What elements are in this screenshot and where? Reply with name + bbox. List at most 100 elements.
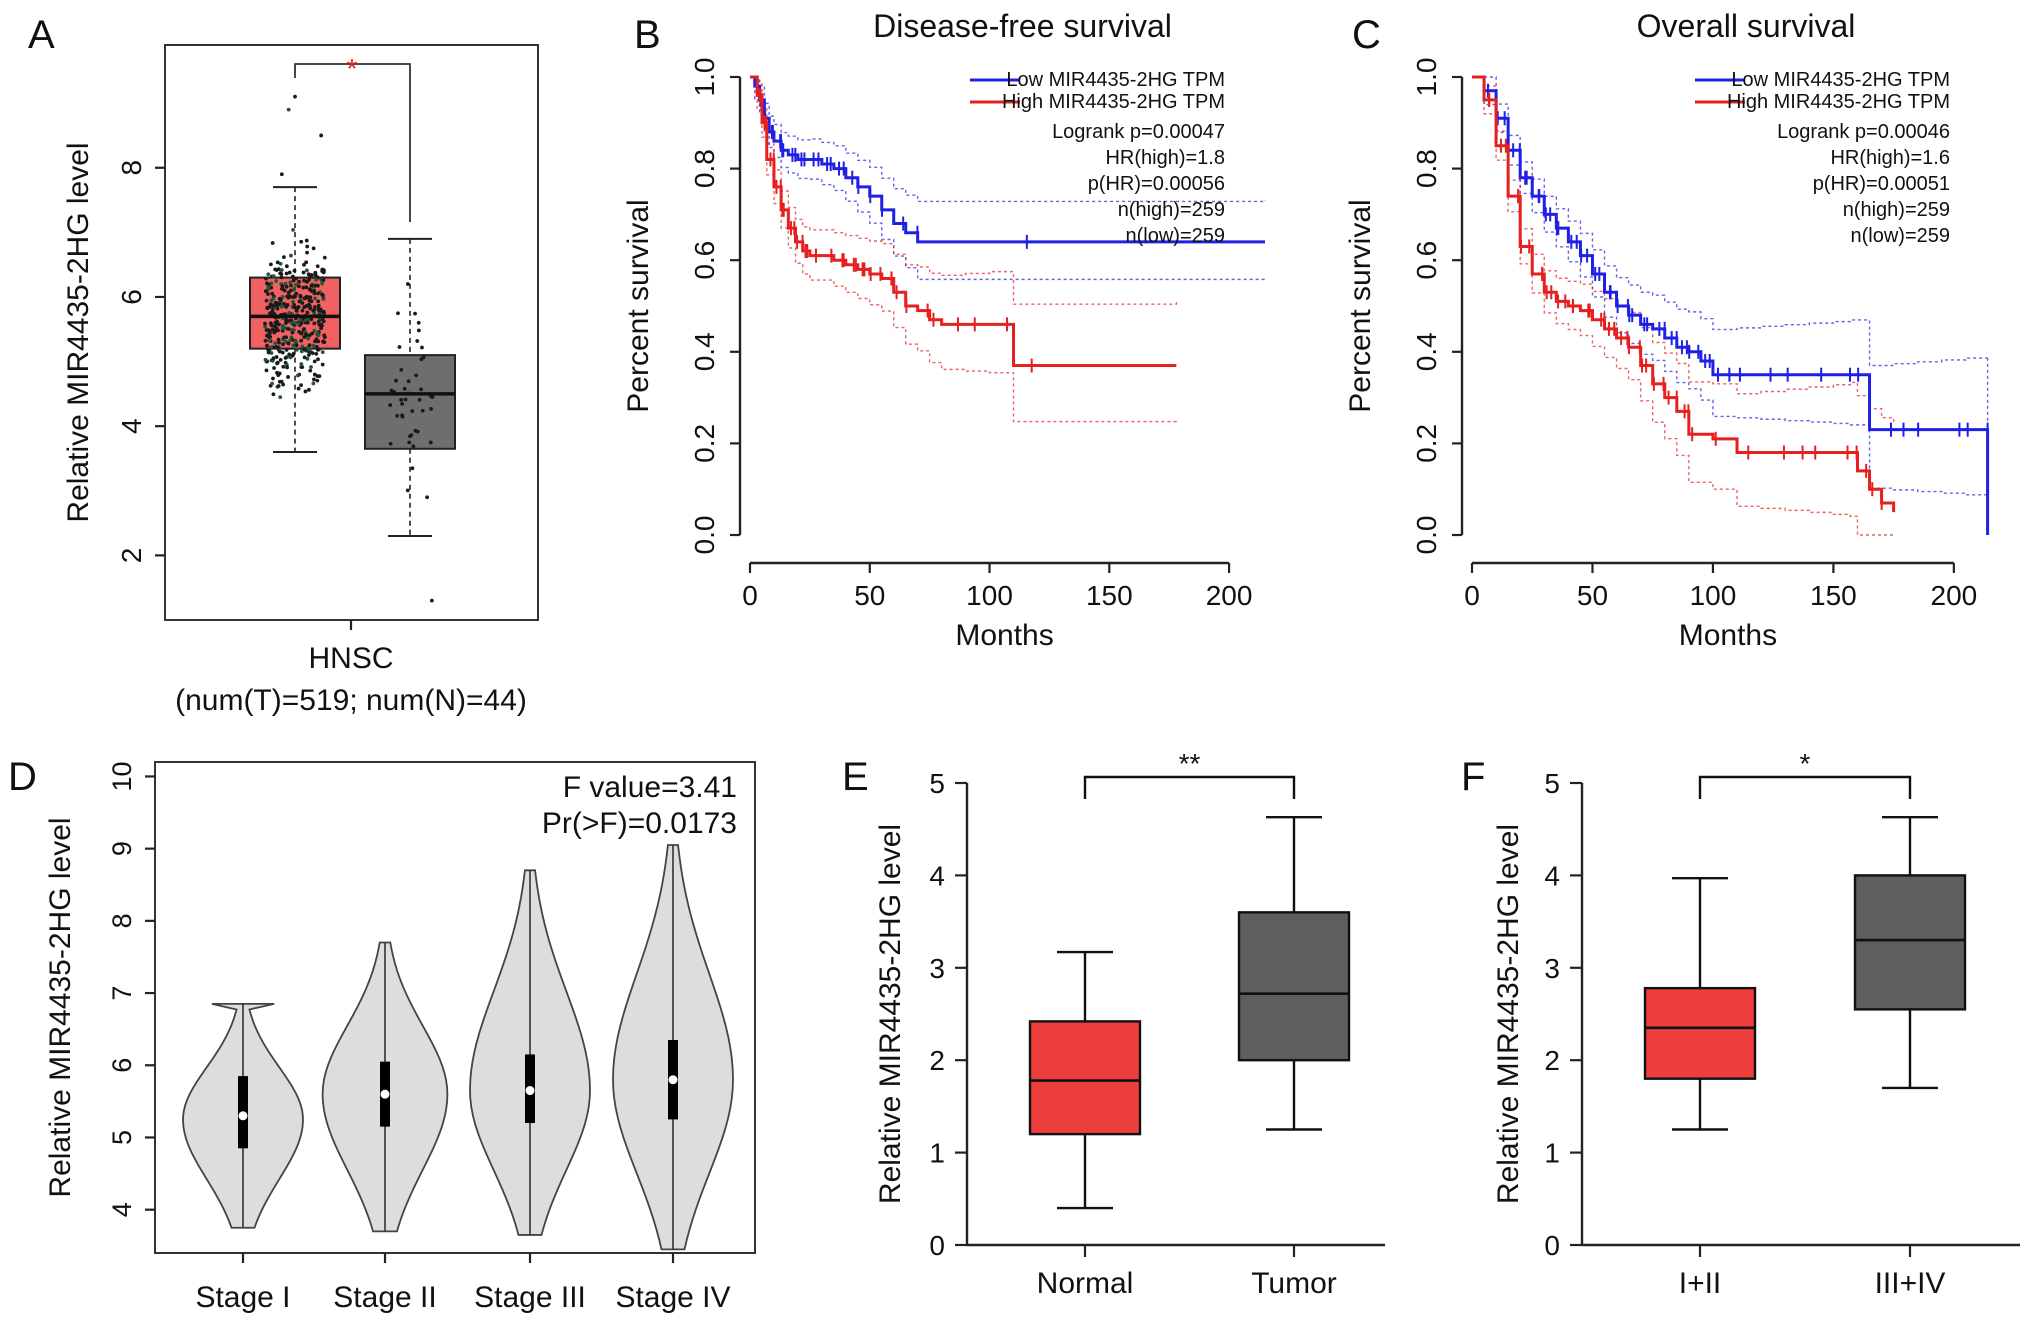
data-point	[410, 466, 415, 471]
category-sublabel: (num(T)=519; num(N)=44)	[175, 684, 527, 717]
x-tick-label: 200	[1931, 580, 1978, 611]
data-point	[419, 387, 423, 392]
data-point	[313, 283, 318, 288]
y-tick-label: 1.0	[689, 58, 720, 97]
data-point	[280, 326, 285, 331]
data-point	[283, 281, 288, 286]
data-point	[291, 299, 295, 304]
data-point	[321, 297, 326, 301]
data-point	[316, 339, 321, 344]
panel-letter-b: B	[634, 13, 661, 57]
data-point	[287, 311, 291, 315]
data-point	[321, 270, 326, 275]
y-axis-title: Percent survival	[1344, 199, 1377, 412]
x-tick-label: 150	[1086, 580, 1133, 611]
data-point	[395, 413, 400, 418]
y-tick-label: 2	[116, 548, 147, 564]
y-tick-label: 4	[929, 860, 945, 891]
y-tick-label: 5	[1544, 768, 1560, 799]
data-point	[291, 295, 295, 300]
panel-letter-e: E	[842, 755, 869, 799]
data-point	[286, 341, 291, 346]
data-point	[315, 348, 320, 352]
data-point	[305, 317, 310, 322]
data-point	[307, 302, 311, 307]
x-tick-label: 100	[1690, 580, 1737, 611]
data-point	[316, 306, 321, 311]
data-point	[294, 347, 299, 352]
panel-f-boxplot: 0 1 2 3 4 5 Relative MIR4435-2HG level I+II III+…	[1492, 748, 2020, 1300]
data-point	[275, 360, 280, 365]
data-point	[397, 345, 402, 349]
data-point	[315, 378, 320, 383]
stat-text: n(low)=259	[1850, 225, 1950, 247]
data-point	[313, 296, 317, 301]
y-axis-title: Relative MIR4435-2HG level	[62, 142, 95, 522]
x-tick-label: III+IV	[1875, 1267, 1946, 1300]
data-point	[309, 317, 314, 322]
data-point	[320, 362, 325, 367]
y-tick-label: 4	[1544, 860, 1560, 891]
data-point	[286, 319, 291, 323]
data-point	[297, 299, 302, 304]
data-point	[309, 283, 314, 288]
data-point	[293, 94, 297, 99]
data-point	[271, 296, 276, 301]
data-point	[304, 260, 309, 265]
category-label: HNSC	[308, 642, 393, 675]
data-point	[312, 328, 317, 333]
x-tick-label: 200	[1206, 580, 1253, 611]
data-point	[304, 268, 309, 273]
data-point	[413, 428, 418, 433]
y-tick-label: 0	[929, 1230, 945, 1261]
data-point	[302, 262, 306, 267]
data-point	[420, 345, 424, 350]
y-tick-label: 2	[1544, 1045, 1560, 1076]
data-point	[311, 343, 316, 348]
data-point	[292, 320, 297, 325]
data-point	[271, 392, 276, 397]
data-point	[405, 282, 410, 286]
data-point	[320, 350, 325, 355]
data-point	[302, 335, 307, 339]
data-point	[299, 365, 304, 369]
data-point	[279, 272, 284, 276]
data-point	[316, 299, 321, 304]
data-point	[266, 350, 271, 355]
data-point	[286, 107, 291, 112]
data-point	[317, 374, 322, 379]
plot-title: Overall survival	[1637, 8, 1856, 44]
panel-letter-d: D	[8, 755, 37, 799]
stat-text: Logrank p=0.00047	[1052, 121, 1225, 143]
legend-label: High MIR4435-2HG TPM	[1727, 91, 1950, 113]
data-point	[281, 342, 285, 347]
legend-label: Low MIR4435-2HG TPM	[1731, 69, 1950, 91]
data-point	[302, 327, 306, 331]
data-point	[315, 344, 319, 349]
data-point	[277, 302, 282, 306]
data-point	[290, 353, 295, 358]
plot-frame	[154, 761, 756, 1254]
panel-d-violin-plot: 4 5 6 7 8 9 10 Relative MIR4435-2HG level Stage …	[44, 761, 756, 1314]
data-point	[265, 333, 270, 338]
data-point	[271, 376, 275, 381]
y-tick-label: 10	[107, 761, 137, 791]
data-point	[307, 277, 311, 282]
data-point	[322, 311, 326, 315]
data-point	[271, 311, 276, 316]
data-point	[405, 488, 410, 493]
data-point	[428, 440, 433, 445]
y-tick-label: 0.2	[689, 424, 720, 463]
x-tick-label: 0	[1464, 580, 1480, 611]
data-point	[281, 382, 286, 387]
x-axis-title: Months	[1679, 619, 1777, 652]
stat-text: Logrank p=0.00046	[1777, 121, 1950, 143]
data-point	[279, 275, 284, 280]
x-tick-label: 150	[1810, 580, 1857, 611]
data-point	[273, 267, 278, 272]
data-point	[429, 598, 434, 603]
data-point	[314, 351, 319, 356]
data-point	[287, 352, 292, 357]
y-tick-label: 5	[107, 1130, 137, 1145]
